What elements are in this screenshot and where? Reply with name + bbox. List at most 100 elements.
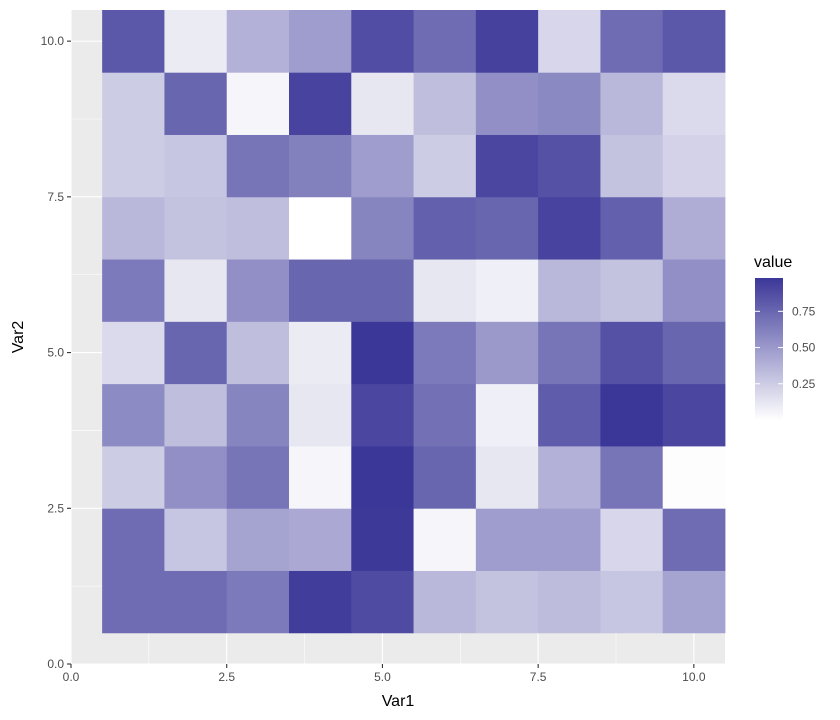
heatmap-tile	[538, 321, 601, 385]
y-tick-label: 0.0	[47, 657, 64, 671]
heatmap-tile	[164, 72, 228, 135]
heatmap-tile	[662, 72, 726, 135]
heatmap-tile	[475, 321, 539, 385]
heatmap-tile	[600, 259, 664, 322]
heatmap-tile	[475, 72, 539, 135]
heatmap-tile	[226, 134, 290, 198]
heatmap-tile	[475, 134, 539, 198]
heatmap-tile	[226, 72, 290, 135]
heatmap-tile	[413, 134, 477, 198]
heatmap-tile	[413, 383, 477, 447]
heatmap-tile	[538, 508, 601, 571]
heatmap-tile	[102, 196, 165, 260]
heatmap-tile	[662, 446, 726, 509]
heatmap-tile	[351, 570, 414, 634]
heatmap-tile	[351, 446, 414, 509]
x-tick-label: 7.5	[530, 670, 547, 684]
heatmap-tile	[662, 196, 726, 260]
heatmap-tile	[164, 10, 228, 73]
x-tick-label: 10.0	[682, 670, 706, 684]
heatmap-tile	[289, 570, 352, 634]
heatmap-tile	[164, 196, 228, 260]
heatmap-tile	[600, 321, 664, 385]
heatmap-tile	[538, 383, 601, 447]
heatmap-tile	[289, 321, 352, 385]
heatmap-tile	[475, 196, 539, 260]
heatmap-tile	[289, 383, 352, 447]
heatmap-tile	[102, 259, 165, 322]
heatmap-tile	[102, 10, 165, 73]
heatmap-tile	[226, 259, 290, 322]
legend-label: 0.50	[792, 341, 816, 355]
x-axis: 0.0 2.5 5.0 7.5 10.0	[63, 664, 706, 684]
heatmap-tile	[662, 134, 726, 198]
heatmap-tile	[289, 196, 352, 260]
y-tick-label: 10.0	[41, 34, 65, 48]
heatmap-tile	[289, 134, 352, 198]
y-tick-label: 2.5	[47, 501, 64, 515]
y-tick-label: 7.5	[47, 190, 64, 204]
heatmap-tile	[164, 446, 228, 509]
heatmap-tile	[164, 508, 228, 571]
x-axis-title: Var1	[382, 693, 415, 710]
heatmap-tile	[475, 508, 539, 571]
x-tick-label: 5.0	[374, 670, 391, 684]
heatmap-tile	[164, 259, 228, 322]
heatmap-tile	[475, 446, 539, 509]
legend-label: 0.75	[792, 304, 816, 318]
heatmap-tile	[662, 383, 726, 447]
heatmap-tile	[164, 570, 228, 634]
heatmap-tile	[413, 196, 477, 260]
x-tick-label: 0.0	[63, 670, 80, 684]
heatmap-tile	[475, 10, 539, 73]
y-axis: 0.0 2.5 5.0 7.5 10.0	[41, 34, 71, 671]
heatmap-tile	[413, 72, 477, 135]
heatmap-tile	[351, 72, 414, 135]
heatmap-tile	[351, 383, 414, 447]
heatmap-tile	[538, 259, 601, 322]
heatmap-tiles	[102, 10, 726, 634]
heatmap-tile	[600, 10, 664, 73]
heatmap-tile	[600, 196, 664, 260]
heatmap-tile	[413, 321, 477, 385]
heatmap-tile	[475, 383, 539, 447]
legend-ticks: 0.25 0.50 0.75	[755, 304, 816, 391]
heatmap-tile	[102, 508, 165, 571]
heatmap-tile	[289, 508, 352, 571]
heatmap-tile	[164, 134, 228, 198]
heatmap-tile	[351, 196, 414, 260]
heatmap-tile	[413, 259, 477, 322]
heatmap-tile	[289, 446, 352, 509]
heatmap-tile	[538, 570, 601, 634]
heatmap-tile	[662, 259, 726, 322]
heatmap-tile	[226, 508, 290, 571]
heatmap-tile	[600, 134, 664, 198]
heatmap-tile	[538, 446, 601, 509]
heatmap-tile	[538, 134, 601, 198]
heatmap-tile	[289, 72, 352, 135]
legend-title: value	[754, 254, 792, 271]
heatmap-tile	[226, 446, 290, 509]
heatmap-tile	[662, 321, 726, 385]
heatmap-tile	[102, 134, 165, 198]
heatmap-tile	[600, 72, 664, 135]
heatmap-tile	[351, 134, 414, 198]
heatmap-tile	[351, 259, 414, 322]
y-axis-title: Var2	[10, 321, 27, 354]
heatmap-tile	[662, 508, 726, 571]
heatmap-tile	[600, 570, 664, 634]
legend-label: 0.25	[792, 377, 816, 391]
heatmap-tile	[538, 10, 601, 73]
heatmap-tile	[600, 446, 664, 509]
heatmap-tile	[226, 383, 290, 447]
heatmap-tile	[413, 508, 477, 571]
heatmap-tile	[164, 321, 228, 385]
legend-colorbar	[755, 278, 783, 420]
heatmap-tile	[351, 10, 414, 73]
heatmap-tile	[662, 10, 726, 73]
heatmap-tile	[662, 570, 726, 634]
heatmap-tile	[226, 10, 290, 73]
heatmap-tile	[102, 72, 165, 135]
heatmap-tile	[289, 10, 352, 73]
